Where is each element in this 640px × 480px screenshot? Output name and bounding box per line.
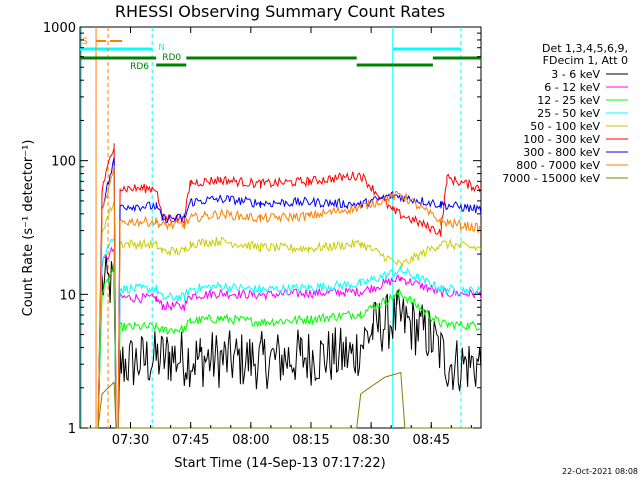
legend-label-1: 6 - 12 keV [544,81,600,94]
series-line-1 [80,246,482,429]
y-tick-label-3: 1000 [43,21,76,36]
saa-label: S [82,37,88,47]
x-tick-label-1: 07:45 [172,433,209,448]
y-axis-ticks: 1 10 100 1000 [43,21,481,437]
series-line-3 [80,234,482,429]
series-line-2 [80,262,482,429]
series-line-8 [80,371,481,429]
x-tick-label-2: 08:00 [232,433,269,448]
legend-header-line-2: FDecim 1, Att 0 [543,54,628,67]
x-axis-ticks: 07:30 07:45 08:00 08:15 08:30 08:45 [89,27,472,448]
x-axis-label: Start Time (14-Sep-13 07:17:22) [174,456,385,471]
series-line-7 [80,165,482,429]
series-line-4 [80,200,482,429]
legend-label-3: 25 - 50 keV [537,107,600,120]
rd6-label: RD6 [130,62,149,72]
legend-label-4: 50 - 100 keV [530,120,600,133]
date-stamp: 22-Oct-2021 08:08 [562,467,638,476]
x-tick-label-0: 07:30 [112,433,149,448]
series-line-5 [80,143,482,429]
legend-label-5: 100 - 300 keV [523,133,600,146]
legend-label-2: 12 - 25 keV [537,94,600,107]
y-tick-label-2: 100 [51,155,76,170]
night-label: N [158,43,165,53]
legend-label-0: 3 - 6 keV [551,68,600,81]
chart-title: RHESSI Observing Summary Count Rates [115,2,445,21]
legend-label-6: 300 - 800 keV [523,146,600,159]
x-tick-label-5: 08:45 [413,433,450,448]
y-tick-label-1: 10 [59,288,76,303]
x-tick-label-4: 08:30 [352,433,389,448]
series-layer [80,143,482,429]
legend-label-7: 800 - 7000 keV [516,159,600,172]
y-axis-label: Count Rate (s⁻¹ detector⁻¹) [21,140,36,317]
legend-header-line-1: Det 1,3,4,5,6,9, [542,42,628,55]
y-tick-label-0: 1 [68,422,76,437]
x-tick-label-3: 08:15 [292,433,329,448]
legend-label-8: 7000 - 15000 keV [502,172,600,185]
rd0-label: RD0 [162,53,181,63]
series-line-6 [80,157,482,429]
series-line-0 [80,254,482,429]
